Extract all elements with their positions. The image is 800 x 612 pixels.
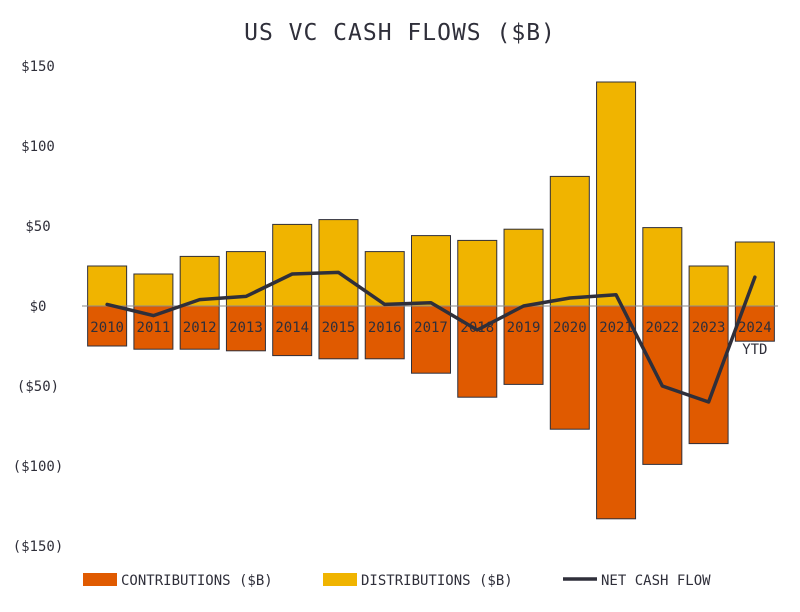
y-axis: $150 $100 $50 $0 ($50) ($100) ($150) (13, 59, 64, 555)
y-tick-label: $100 (21, 139, 55, 155)
legend-item-contributions: CONTRIBUTIONS ($B) (83, 573, 273, 589)
legend-label-net-cash-flow: NET CASH FLOW (601, 573, 711, 589)
legend-item-distributions: DISTRIBUTIONS ($B) (323, 573, 513, 589)
x-tick-label-2023: 2023 (692, 320, 726, 336)
bar-distributions-2015 (319, 220, 358, 306)
y-tick-label: ($100) (13, 459, 64, 475)
x-tick-label-2011: 2011 (137, 320, 171, 336)
y-tick-label: $0 (30, 299, 47, 315)
bar-distributions-2021 (597, 82, 636, 306)
y-tick-label: ($50) (17, 379, 59, 395)
y-tick-label: $150 (21, 59, 55, 75)
bar-distributions-2020 (550, 176, 589, 306)
x-tick-label-2013: 2013 (229, 320, 263, 336)
legend: CONTRIBUTIONS ($B) DISTRIBUTIONS ($B) NE… (83, 573, 711, 589)
y-tick-label: $50 (25, 219, 50, 235)
legend-label-contributions: CONTRIBUTIONS ($B) (121, 573, 273, 589)
bar-distributions-2018 (458, 240, 497, 306)
x-tick-label-2012: 2012 (183, 320, 217, 336)
x-tick-label-2019: 2019 (507, 320, 541, 336)
bar-contributions-2017 (412, 306, 451, 373)
bar-distributions-2014 (273, 224, 312, 306)
bar-distributions-2011 (134, 274, 173, 306)
bar-distributions-2022 (643, 228, 682, 306)
bar-distributions-2024 (735, 242, 774, 306)
x-tick-label-2016: 2016 (368, 320, 402, 336)
x-tick-label-2017: 2017 (414, 320, 448, 336)
bar-distributions-2016 (365, 252, 404, 306)
distributions-bars (88, 82, 775, 306)
x-tick-sublabel-2024: YTD (742, 342, 767, 358)
bar-distributions-2010 (88, 266, 127, 306)
x-tick-label-2021: 2021 (599, 320, 633, 336)
x-tick-label-2022: 2022 (645, 320, 679, 336)
legend-item-net-cash-flow: NET CASH FLOW (563, 573, 711, 589)
legend-swatch-contributions (83, 573, 117, 586)
x-tick-label-2015: 2015 (322, 320, 356, 336)
bar-distributions-2017 (412, 236, 451, 306)
legend-swatch-distributions (323, 573, 357, 586)
bar-contributions-2021 (597, 306, 636, 519)
bar-contributions-2019 (504, 306, 543, 384)
bar-distributions-2019 (504, 229, 543, 306)
legend-label-distributions: DISTRIBUTIONS ($B) (361, 573, 513, 589)
x-tick-label-2020: 2020 (553, 320, 587, 336)
x-tick-label-2024: 2024 (738, 320, 772, 336)
chart-title: US VC CASH FLOWS ($B) (244, 20, 556, 46)
x-tick-label-2010: 2010 (90, 320, 124, 336)
contributions-bars (88, 306, 775, 519)
y-tick-label: ($150) (13, 539, 64, 555)
bar-distributions-2023 (689, 266, 728, 306)
x-tick-label-2014: 2014 (275, 320, 309, 336)
